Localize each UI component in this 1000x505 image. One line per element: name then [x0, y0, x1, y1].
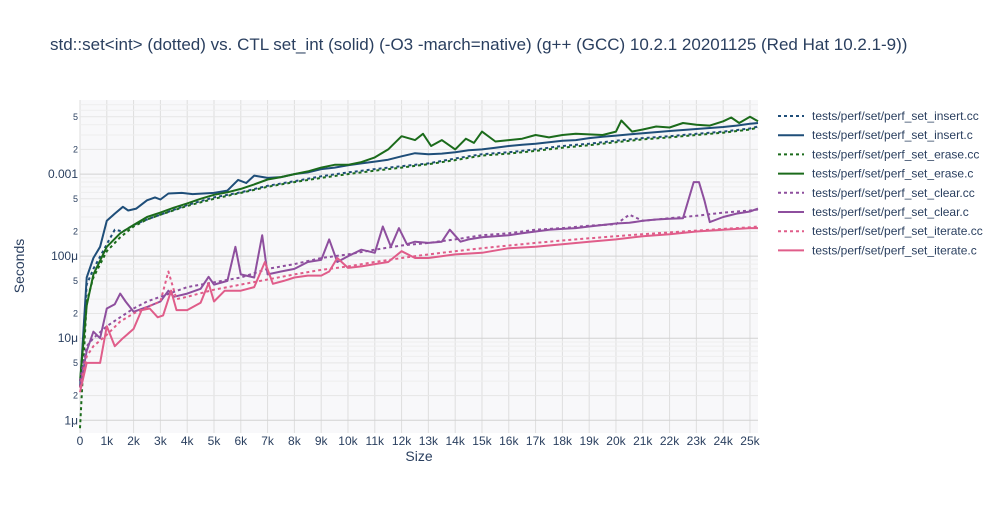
- y-tick-label: 100μ: [51, 249, 78, 263]
- x-tick-label: 24k: [713, 434, 733, 448]
- chart-title: std::set<int> (dotted) vs. CTL set_int (…: [50, 35, 907, 54]
- x-tick-label: 20k: [606, 434, 626, 448]
- x-tick-label: 4k: [181, 434, 195, 448]
- x-tick-label: 8k: [288, 434, 302, 448]
- legend-label-5: tests/perf/set/perf_set_clear.c: [812, 205, 969, 219]
- x-tick-label: 13k: [419, 434, 439, 448]
- x-tick-label: 16k: [499, 434, 519, 448]
- y-tick-label: 0.001: [48, 167, 78, 181]
- plot-background: [80, 100, 758, 433]
- series-line-1: [79, 122, 759, 388]
- x-tick-label: 6k: [234, 434, 248, 448]
- y-minor-tick-label: 2: [73, 309, 78, 319]
- legend: tests/perf/set/perf_set_insert.cc tests/p…: [778, 109, 983, 257]
- legend-label-4: tests/perf/set/perf_set_clear.cc: [812, 186, 975, 200]
- x-tick-label: 25k: [740, 434, 760, 448]
- x-tick-label: 21k: [633, 434, 653, 448]
- y-axis-title: Seconds: [11, 239, 27, 293]
- legend-label-6: tests/perf/set/perf_set_iterate.cc: [812, 224, 983, 238]
- x-tick-label: 22k: [660, 434, 680, 448]
- legend-label-0: tests/perf/set/perf_set_insert.cc: [812, 109, 979, 123]
- x-tick-label: 17k: [526, 434, 546, 448]
- x-tick-label: 3k: [154, 434, 168, 448]
- legend-label-1: tests/perf/set/perf_set_insert.c: [812, 128, 973, 142]
- x-axis-title: Size: [405, 448, 432, 464]
- series-line-4: [79, 208, 759, 382]
- x-tick-label: 0: [77, 434, 84, 448]
- x-tick-label: 11k: [366, 434, 385, 448]
- series-line-6: [79, 225, 759, 388]
- x-tick-label: 7k: [261, 434, 275, 448]
- y-tick-label: 1μ: [64, 413, 78, 427]
- x-tick-label: 10k: [338, 434, 358, 448]
- series-line-2: [79, 126, 759, 429]
- x-tick-label: 14k: [445, 434, 465, 448]
- legend-label-2: tests/perf/set/perf_set_erase.cc: [812, 147, 979, 161]
- series-line-7: [79, 227, 758, 393]
- tick-layer: 0 1k 2k 3k 4k 5k 6k 7k 8k 9k 10k 11k 12k 13k 14k 15k 16k…: [48, 112, 761, 448]
- y-minor-tick-label: 5: [73, 276, 78, 286]
- x-tick-label: 9k: [315, 434, 329, 448]
- x-tick-label: 1k: [100, 434, 114, 448]
- series-line-3: [79, 115, 759, 382]
- x-tick-label: 23k: [687, 434, 707, 448]
- legend-label-7: tests/perf/set/perf_set_iterate.c: [812, 243, 977, 257]
- legend-label-3: tests/perf/set/perf_set_erase.c: [812, 167, 973, 181]
- x-tick-label: 5k: [208, 434, 222, 448]
- x-tick-label: 19k: [579, 434, 599, 448]
- x-tick-label: 15k: [472, 434, 492, 448]
- series-layer: [79, 115, 759, 429]
- y-minor-tick-label: 2: [73, 226, 78, 236]
- y-minor-tick-label: 2: [73, 144, 78, 154]
- y-minor-tick-label: 5: [73, 358, 78, 368]
- y-minor-tick-label: 5: [73, 112, 78, 122]
- grid-layer: [79, 100, 758, 433]
- x-tick-label: 18k: [553, 434, 573, 448]
- y-tick-label: 10μ: [58, 331, 78, 345]
- y-minor-tick-label: 2: [73, 391, 78, 401]
- y-minor-tick-label: 5: [73, 194, 78, 204]
- x-tick-label: 12k: [392, 434, 412, 448]
- x-tick-label: 2k: [127, 434, 141, 448]
- series-line-5: [79, 181, 759, 388]
